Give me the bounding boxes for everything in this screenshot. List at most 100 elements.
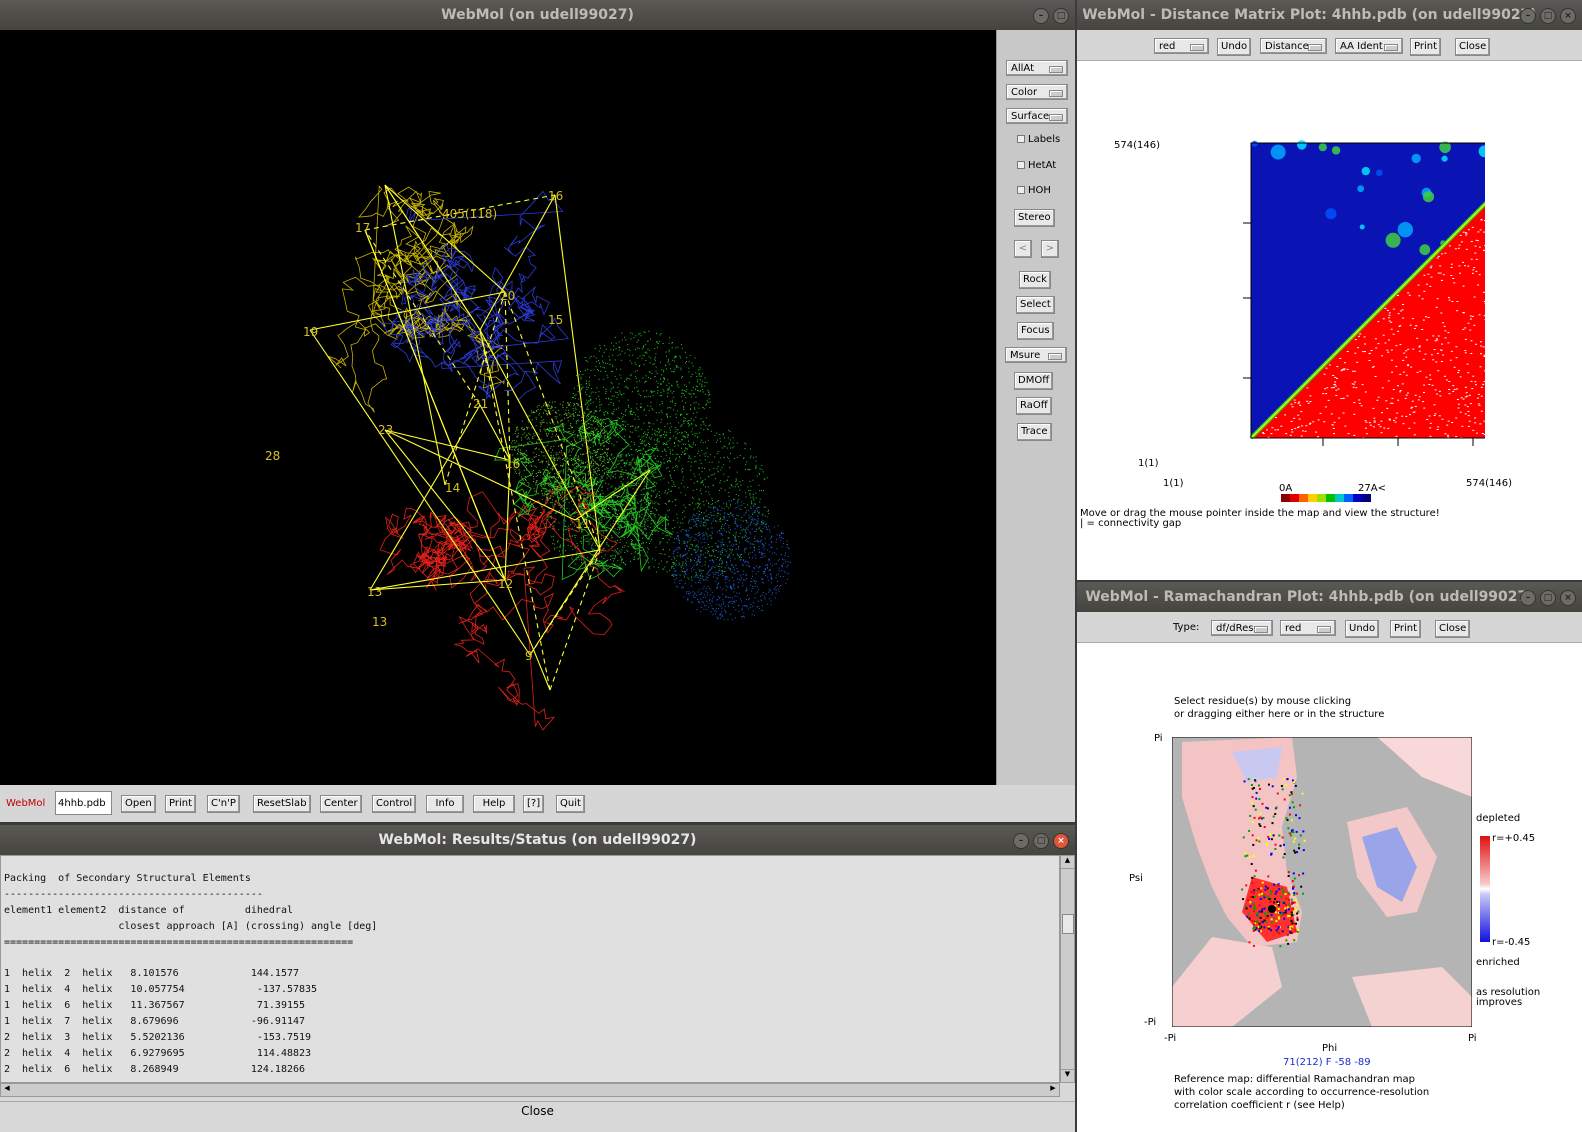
scroll-up-arrow-icon[interactable]: ▲ — [1061, 856, 1074, 869]
dm-diagonal-core — [1250, 203, 1485, 439]
results-text-area[interactable]: Packing of Secondary Structural Elements… — [0, 855, 1060, 1083]
rama-psi-label: Psi — [1129, 873, 1143, 884]
distance-matrix-map[interactable] — [1165, 138, 1485, 468]
structure-canvas[interactable]: 16 17 405(118) 20 19 15 21 23 16 14 11 13 12 13 9 28 — [0, 30, 996, 785]
dm-scale-swatch — [1335, 494, 1344, 502]
open-button[interactable]: Open — [121, 795, 156, 813]
rama-undo-button[interactable]: Undo — [1345, 620, 1380, 638]
dm-scale-swatch — [1353, 494, 1362, 502]
dm-aaident-menu[interactable]: AA Ident — [1335, 38, 1403, 54]
focus-button[interactable]: Focus — [1017, 322, 1054, 340]
ramachandran-window: WebMol - Ramachandran Plot: 4hhb.pdb (on… — [1077, 582, 1582, 1132]
maximize-icon[interactable]: □ — [1053, 8, 1069, 24]
rama-print-button[interactable]: Print — [1390, 620, 1422, 638]
molecule-view[interactable]: 16 17 405(118) 20 19 15 21 23 16 14 11 13 12 13 9 28 — [0, 30, 996, 785]
control-button[interactable]: Control — [372, 795, 417, 813]
rama-instructions-2: or dragging either here or in the struct… — [1174, 709, 1385, 720]
dm-distance-menu[interactable]: Distance — [1260, 38, 1327, 54]
ramachandran-map[interactable] — [1172, 737, 1472, 1027]
rama-window-controls: – □ × — [1520, 590, 1576, 606]
dm-print-button[interactable]: Print — [1410, 38, 1442, 56]
select-button[interactable]: Select — [1016, 296, 1055, 314]
trace-button[interactable]: Trace — [1017, 423, 1052, 441]
maximize-icon[interactable]: □ — [1540, 8, 1556, 24]
color-menu[interactable]: Color — [1006, 84, 1068, 100]
print-button[interactable]: Print — [165, 795, 197, 813]
dm-scale-swatch — [1308, 494, 1317, 502]
resetslab-button[interactable]: ResetSlab — [253, 795, 311, 813]
close-icon[interactable]: × — [1560, 590, 1576, 606]
dm-undo-button[interactable]: Undo — [1217, 38, 1252, 56]
results-titlebar[interactable]: WebMol: Results/Status (on udell99027) –… — [0, 825, 1075, 855]
hoh-checkbox[interactable]: HOH — [1017, 184, 1051, 198]
dm-window-controls: – □ × — [1520, 8, 1576, 24]
rama-depleted-label: depleted — [1476, 813, 1521, 824]
minimize-icon[interactable]: – — [1520, 590, 1536, 606]
hetat-checkbox[interactable]: HetAt — [1017, 159, 1056, 173]
maximize-icon[interactable]: □ — [1540, 590, 1556, 606]
minimize-icon[interactable]: – — [1013, 833, 1029, 849]
file-field[interactable]: 4hhb.pdb — [55, 791, 112, 815]
distance-matrix-window: WebMol - Distance Matrix Plot: 4hhb.pdb … — [1077, 0, 1582, 580]
prev-button[interactable]: < — [1014, 240, 1032, 258]
scroll-left-arrow-icon[interactable]: ◀ — [4, 1084, 10, 1092]
main-titlebar[interactable]: WebMol (on udell99027) – □ — [0, 0, 1075, 30]
vertical-scrollbar[interactable]: ▲ ▼ — [1060, 855, 1075, 1083]
close-icon[interactable]: × — [1560, 8, 1576, 24]
info-button[interactable]: Info — [426, 795, 464, 813]
dm-x-right-label: 574(146) — [1466, 478, 1512, 489]
scroll-down-arrow-icon[interactable]: ▼ — [1061, 1069, 1074, 1082]
quit-button[interactable]: Quit — [556, 795, 585, 813]
rock-button[interactable]: Rock — [1019, 271, 1051, 289]
help-button[interactable]: Help — [473, 795, 515, 813]
labels-checkbox[interactable]: Labels — [1017, 133, 1060, 147]
dm-color-menu[interactable]: red — [1154, 38, 1209, 54]
dm-titlebar[interactable]: WebMol - Distance Matrix Plot: 4hhb.pdb … — [1077, 0, 1582, 30]
results-line: 2 helix 6 helix 8.268949 124.18266 — [4, 1063, 306, 1075]
rama-pi-top-label: Pi — [1154, 733, 1163, 744]
results-close-button[interactable]: Close — [0, 1101, 1075, 1120]
results-title: WebMol: Results/Status (on udell99027) — [378, 832, 697, 848]
maximize-icon[interactable]: □ — [1033, 833, 1049, 849]
rama-color-menu[interactable]: red — [1280, 620, 1336, 636]
rama-phi-label: Phi — [1322, 1043, 1338, 1054]
checkbox-icon — [1017, 186, 1025, 194]
minimize-icon[interactable]: – — [1033, 8, 1049, 24]
rama-title: WebMol - Ramachandran Plot: 4hhb.pdb (on… — [1085, 589, 1534, 605]
dmoff-button[interactable]: DMOff — [1014, 372, 1054, 390]
results-text: Packing of Secondary Structural Elements… — [4, 871, 377, 1078]
cnp-button[interactable]: C'n'P — [207, 795, 240, 813]
rama-instructions-1: Select residue(s) by mouse clicking — [1174, 696, 1352, 707]
msure-menu[interactable]: Msure — [1005, 347, 1067, 363]
minimize-icon[interactable]: – — [1520, 8, 1536, 24]
results-window-controls: – □ × — [1013, 833, 1069, 849]
center-button[interactable]: Center — [320, 795, 362, 813]
structure-label: 14 — [445, 481, 460, 495]
dm-y-top-label: 574(146) — [1114, 140, 1160, 151]
rama-close-button[interactable]: Close — [1435, 620, 1471, 638]
dm-lower-speckle — [1262, 219, 1485, 439]
rama-rpos-label: r=+0.45 — [1492, 833, 1536, 844]
scrollbar-thumb[interactable] — [1062, 914, 1074, 934]
main-window-controls: – □ — [1033, 8, 1069, 24]
dm-close-button[interactable]: Close — [1455, 38, 1491, 56]
structure-label: 28 — [265, 449, 280, 463]
dm-scale-max-label: 27A< — [1358, 483, 1386, 494]
rama-type-menu[interactable]: df/dRes — [1211, 620, 1273, 636]
dm-scale-swatch — [1317, 494, 1326, 502]
rama-selected-point[interactable] — [1268, 905, 1276, 913]
question-button[interactable]: [?] — [523, 795, 545, 813]
surface-menu[interactable]: Surface — [1006, 108, 1068, 124]
structure-label: 16 — [505, 457, 520, 471]
next-button[interactable]: > — [1041, 240, 1059, 258]
rama-rneg-label: r=-0.45 — [1492, 937, 1531, 948]
close-icon[interactable]: × — [1053, 833, 1069, 849]
allat-menu[interactable]: AllAt — [1006, 60, 1068, 76]
horizontal-scrollbar[interactable]: ◀ ▶ — [0, 1083, 1060, 1097]
rama-titlebar[interactable]: WebMol - Ramachandran Plot: 4hhb.pdb (on… — [1077, 582, 1582, 612]
raoff-button[interactable]: RaOff — [1016, 397, 1052, 415]
scroll-right-arrow-icon[interactable]: ▶ — [1050, 1084, 1056, 1092]
dm-scale-swatch — [1344, 494, 1353, 502]
dm-y-bottom-label: 1(1) — [1138, 458, 1159, 469]
stereo-button[interactable]: Stereo — [1014, 209, 1055, 227]
